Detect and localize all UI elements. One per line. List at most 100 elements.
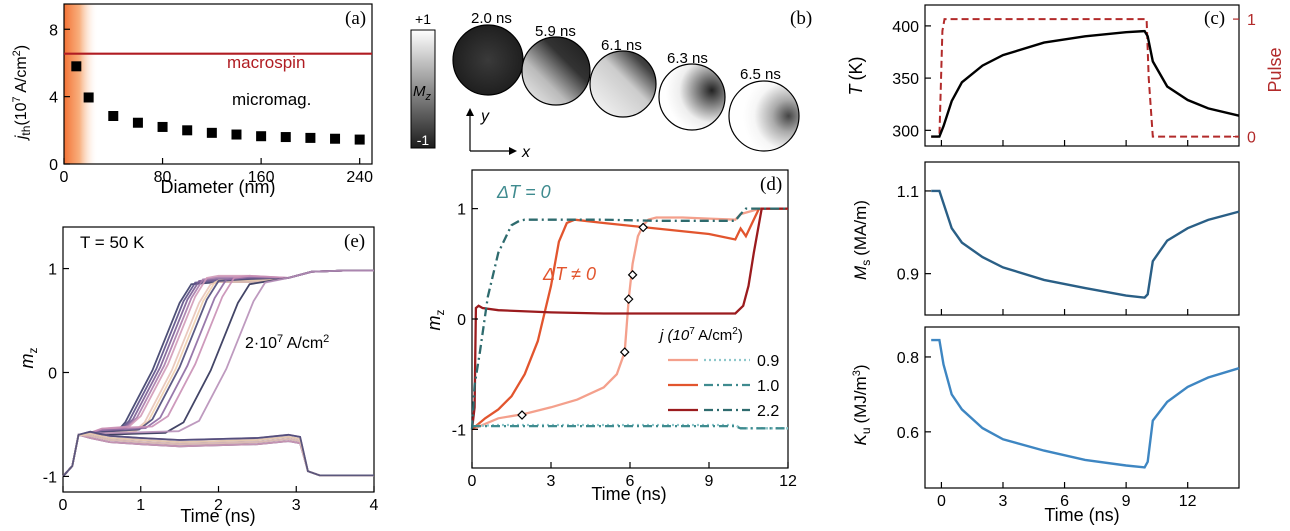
snapshot-time-4: 6.3 ns xyxy=(667,50,708,67)
panel-e-marks: 0 1 2 3 4-101 xyxy=(43,262,379,514)
panel-ms-ylabel: Ms(MA/m) xyxy=(851,200,873,280)
panel-ms: 0.9 1.1 Ms(MA/m) xyxy=(851,161,1240,316)
panel-a-label: (a) xyxy=(345,8,366,29)
axis-y-label: y xyxy=(480,108,490,125)
ku-ytick-label: 0.6 xyxy=(897,425,919,442)
panel-e-label: (e) xyxy=(344,231,365,252)
snapshot-marker xyxy=(619,347,630,357)
panel-c-ylabel-right: Pulse xyxy=(1265,47,1285,92)
axis-x-label: x xyxy=(521,144,531,161)
e-xtick-label: 4 xyxy=(370,497,379,514)
ku-xtick-label: 9 xyxy=(1122,493,1131,510)
panel-ms-frame xyxy=(924,161,1240,316)
panel-a-frame xyxy=(63,3,373,165)
current-density-label: 2·107 A/cm2 xyxy=(245,333,329,352)
panel-ku-ylabel: Ku(MJ/m3) xyxy=(851,364,873,445)
snapshot-time-2: 5.9 ns xyxy=(535,23,576,40)
d-ytick-label: 0 xyxy=(457,312,466,329)
mz-nonswitching-trace xyxy=(62,430,374,477)
panel-b-label: (b) xyxy=(790,8,812,29)
snapshot-time-3: 6.1 ns xyxy=(601,37,642,54)
micromag-point xyxy=(330,133,341,144)
panel-c-label: (c) xyxy=(1204,8,1225,29)
ms-line xyxy=(931,189,1240,299)
panel-ku: 0 3 6 9 12 0.6 0.8 Time (ns) Ku(MJ/m3) xyxy=(851,326,1240,525)
ku-xtick-label: 0 xyxy=(937,493,946,510)
a-xtick-label: 0 xyxy=(60,169,69,186)
macrospin-label: macrospin xyxy=(227,53,305,72)
panel-ku-marks: 0 3 6 9 12 0.6 0.8 xyxy=(897,338,1240,510)
snapshot-time-1: 2.0 ns xyxy=(471,10,512,27)
d-xtick-label: 12 xyxy=(779,473,797,490)
ku-line xyxy=(931,338,1240,469)
c-ytick-label: 300 xyxy=(892,123,919,140)
panel-e-xlabel: Time (ns) xyxy=(180,506,255,526)
a-xtick-label: 80 xyxy=(154,169,172,186)
panel-ms-marks: 0.9 1.1 xyxy=(897,184,1240,315)
legend-title: j (107 A/cm2) xyxy=(658,326,743,344)
a-xtick-label: 160 xyxy=(248,169,275,186)
micromag-point xyxy=(182,125,193,136)
snapshot-marker xyxy=(517,410,527,420)
ku-xtick-label: 6 xyxy=(1060,493,1069,510)
panel-d-marks: 0 3 6 9 12 -1 0 1 xyxy=(452,202,797,490)
snapshot-marker xyxy=(627,270,638,280)
micromag-point xyxy=(354,134,365,145)
dT-nonzero-label: ΔT ≠ 0 xyxy=(542,264,596,284)
e-xtick-label: 1 xyxy=(136,497,145,514)
colorbar xyxy=(410,29,436,149)
micromag-point xyxy=(280,132,291,143)
pulse-tick-label: 1 xyxy=(1247,12,1256,29)
a-ytick-label: 0 xyxy=(49,157,58,174)
panel-e-frame xyxy=(62,226,375,493)
mz-line-1.0-dashdot xyxy=(472,424,788,430)
pulse-tick-label: 0 xyxy=(1247,130,1256,147)
e-ytick-label: 1 xyxy=(48,262,57,279)
temperature-label: T = 50 K xyxy=(80,233,145,252)
snapshot-disk-2 xyxy=(521,36,591,106)
e-ytick-label: -1 xyxy=(43,469,57,486)
panel-d-ylabel: mz xyxy=(424,310,447,331)
snapshot-disk-5 xyxy=(728,80,800,152)
a-ytick-label: 4 xyxy=(49,90,58,107)
c-ytick-label: 400 xyxy=(892,19,919,36)
ku-ytick-label: 0.8 xyxy=(897,350,919,367)
micromag-point xyxy=(83,92,94,103)
d-xtick-label: 9 xyxy=(705,473,714,490)
d-xtick-label: 0 xyxy=(468,473,477,490)
panel-c-ylabel: T(K) xyxy=(846,57,866,96)
micromag-point xyxy=(132,117,143,128)
orange-band xyxy=(64,4,98,164)
micromag-point xyxy=(256,131,267,142)
mz-line-0.9-solid xyxy=(471,207,788,431)
snapshot-marker xyxy=(623,294,634,304)
d-xtick-label: 6 xyxy=(626,473,635,490)
colorbar-bottom-label: -1 xyxy=(417,132,430,148)
panel-a: 0 80 160 240 0 4 8 (a) macrospin micromag. Dia… xyxy=(11,3,373,197)
a-xtick-label: 240 xyxy=(346,169,373,186)
panel-c: 300 350 400 0 1 (c) T(K) Pulse xyxy=(846,4,1285,147)
legend-val-1: 0.9 xyxy=(757,353,779,370)
panel-c-frame xyxy=(924,4,1240,147)
e-ytick-label: 0 xyxy=(48,365,57,382)
panel-a-ylabel: jth(107 A/cm2) xyxy=(11,45,33,141)
dT-zero-label: ΔT = 0 xyxy=(496,182,551,202)
mz-line-2.2-dashdot xyxy=(470,207,788,430)
micromag-point xyxy=(71,61,82,72)
panel-d-legend: j (107 A/cm2) 0.9 1.0 2.2 xyxy=(658,326,779,420)
pulse-line xyxy=(931,18,1239,138)
panel-d-xlabel: Time (ns) xyxy=(591,484,666,504)
ms-ytick-label: 1.1 xyxy=(897,184,919,201)
micromag-point xyxy=(305,132,316,143)
snapshot-marker xyxy=(638,222,649,233)
panel-d: 0 3 6 9 12 -1 0 1 (d) ΔT = 0 ΔT ≠ 0 Time (ns) m… xyxy=(424,169,797,504)
micromag-point xyxy=(108,111,119,121)
e-xtick-label: 3 xyxy=(292,497,301,514)
panel-e-ylabel: mz xyxy=(17,348,40,369)
d-ytick-label: -1 xyxy=(452,422,466,439)
e-xtick-label: 0 xyxy=(59,497,68,514)
snapshot-disk-1 xyxy=(452,24,524,96)
colorbar-label: Mz xyxy=(413,83,432,103)
mz-line-2.2-solid xyxy=(470,207,788,430)
